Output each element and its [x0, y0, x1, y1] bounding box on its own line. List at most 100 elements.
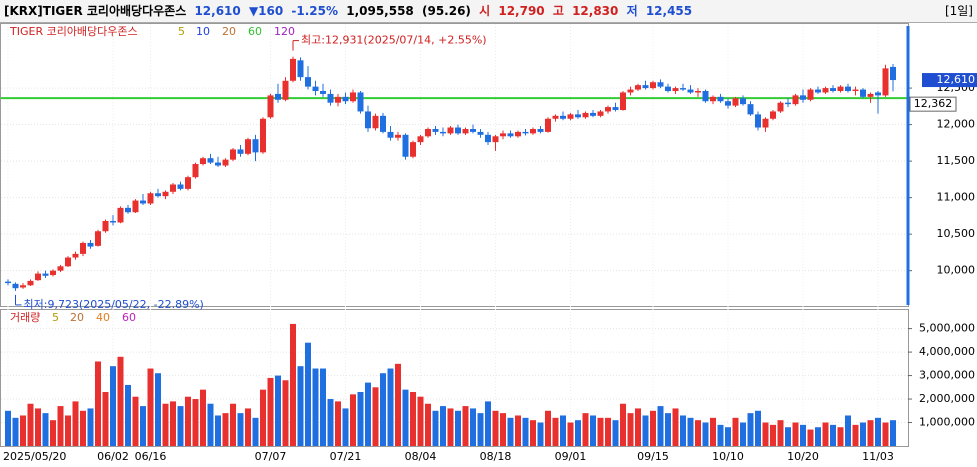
- volume-bar: [657, 406, 664, 446]
- legend-ma: 20: [222, 25, 236, 38]
- candle-body: [327, 93, 334, 103]
- volume-bar: [102, 392, 109, 446]
- volume-bar: [230, 403, 236, 446]
- x-tick-label: 09/01: [555, 450, 587, 463]
- volume-bar: [87, 408, 94, 446]
- candle-body: [387, 131, 394, 138]
- candle-body: [710, 96, 716, 102]
- candle-body: [642, 85, 649, 89]
- candle-body: [717, 96, 724, 102]
- candle-body: [80, 242, 86, 254]
- volume-bar: [687, 417, 694, 446]
- volume-bar: [590, 415, 596, 446]
- volume-bar: [642, 415, 649, 446]
- x-tick-label: 11/03: [862, 450, 894, 463]
- ref-label: 12,362: [914, 97, 953, 110]
- candle-body: [297, 60, 304, 78]
- candle-body: [177, 184, 184, 189]
- volume-ratio: (95.26): [421, 4, 471, 18]
- volume-bar: [110, 366, 116, 446]
- x-tick-label: 07/07: [255, 450, 287, 463]
- volume-bar: [170, 401, 176, 446]
- open: 12,790: [498, 4, 545, 18]
- volume-bar: [650, 410, 656, 446]
- candle-body: [132, 200, 139, 213]
- volume-bar: [500, 413, 506, 446]
- candle-body: [290, 58, 296, 81]
- candle-body: [275, 93, 281, 100]
- candle-body: [222, 159, 229, 166]
- volume-bar: [35, 408, 41, 446]
- candle-body: [792, 95, 799, 105]
- candle-body: [620, 92, 626, 110]
- volume-bar: [327, 399, 334, 446]
- volume-bar: [365, 382, 371, 446]
- x-tick-label: 08/04: [405, 450, 437, 463]
- candle-body: [530, 128, 536, 134]
- candle-body: [665, 86, 671, 92]
- volume-bar: [387, 368, 394, 446]
- volume-bar: [875, 417, 881, 446]
- candle-body: [522, 131, 529, 134]
- v-tick-label: 1,000,000: [919, 416, 975, 429]
- last-tag: [922, 73, 977, 88]
- candle-body: [605, 107, 611, 112]
- volume-bar: [282, 380, 289, 446]
- y-tick-label: 11,500: [937, 154, 976, 167]
- candle-body: [372, 115, 379, 129]
- candle-body: [725, 101, 731, 106]
- candle-body: [800, 95, 806, 100]
- candle-body: [845, 86, 851, 92]
- volume-bar: [12, 417, 19, 446]
- candle-body: [320, 91, 326, 94]
- volume-bar: [140, 406, 146, 446]
- volume-bar: [612, 420, 619, 446]
- candle-body: [657, 82, 664, 87]
- volume-bar: [42, 413, 49, 446]
- volume-bar: [267, 377, 274, 446]
- volume-bar: [275, 375, 281, 446]
- candle-body: [35, 273, 41, 281]
- volume-bar: [680, 415, 686, 446]
- candle-body: [867, 93, 874, 97]
- candle-body: [597, 111, 604, 116]
- legend-ma: 5: [178, 25, 185, 38]
- candle-body: [732, 98, 739, 106]
- chart: 10,00010,50011,00011,50012,00012,5001,00…: [0, 23, 977, 463]
- volume-bar: [522, 417, 529, 446]
- volume-bar: [860, 422, 866, 446]
- candle-body: [777, 102, 784, 112]
- volume-bar: [732, 417, 739, 446]
- candle-body: [815, 89, 821, 93]
- volume-bar: [477, 413, 484, 446]
- volume-bar: [440, 406, 446, 446]
- period[interactable]: [1일]: [944, 4, 973, 18]
- candle-body: [755, 114, 761, 128]
- volume-bar: [402, 389, 409, 446]
- volume-bar: [492, 410, 499, 446]
- volume-bar: [665, 413, 671, 446]
- low-label: 저: [626, 4, 638, 18]
- volume-bar: [815, 427, 821, 446]
- volume-bar: [747, 413, 754, 446]
- volume-bar: [447, 408, 454, 446]
- candle-body: [42, 273, 49, 276]
- high: 12,830: [572, 4, 619, 18]
- candle-body: [170, 184, 176, 192]
- volume-bar: [702, 422, 709, 446]
- y-tick-label: 10,500: [937, 227, 976, 240]
- candle-body: [567, 114, 574, 119]
- volume-bar: [597, 417, 604, 446]
- volume-bar: [290, 323, 296, 446]
- volume-bar: [50, 420, 56, 446]
- x-tick-label: 2025/05/20: [3, 450, 66, 463]
- candle-body: [125, 207, 131, 213]
- volume-bar: [65, 415, 71, 446]
- volume-bar: [222, 413, 229, 446]
- volume-bar: [335, 401, 341, 446]
- volume-bar: [695, 420, 701, 446]
- volume-bar: [395, 363, 401, 446]
- volume-bar: [852, 424, 859, 446]
- candle-body: [417, 136, 424, 143]
- volume-bar: [890, 420, 896, 446]
